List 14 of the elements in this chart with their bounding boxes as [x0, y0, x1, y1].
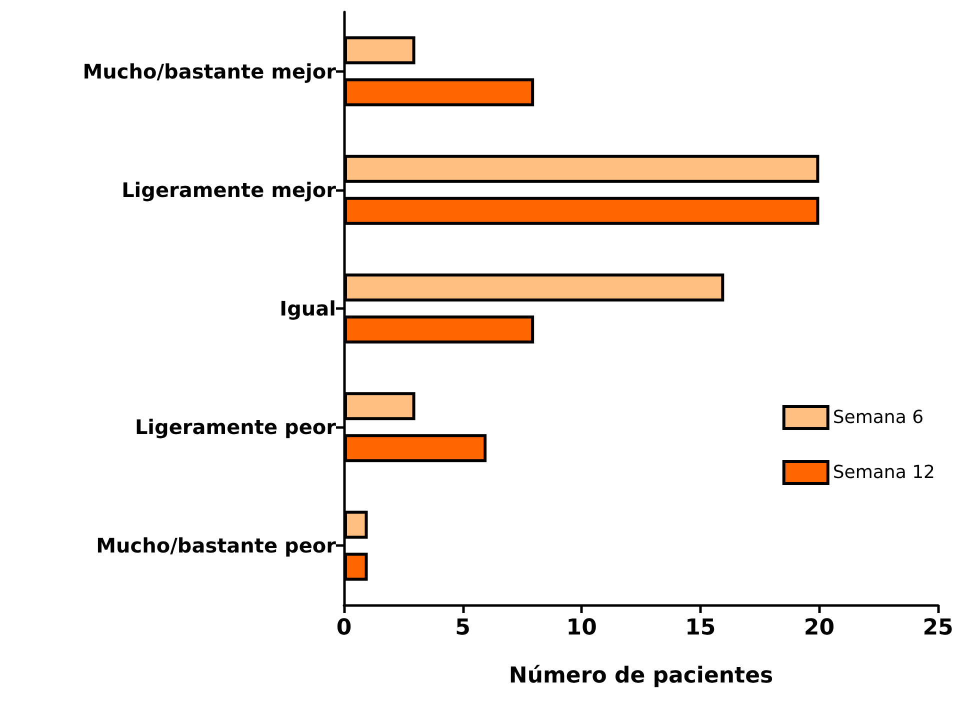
legend-label: Semana 12 [832, 462, 936, 483]
y-tick-label: Mucho/bastante mejor [82, 59, 336, 84]
x-tick-label: 15 [685, 616, 716, 640]
legend-label: Semana 6 [832, 407, 924, 428]
x-axis-title: Número de pacientes [508, 664, 774, 688]
x-tick-label: 0 [336, 616, 352, 640]
x-tick-label: 5 [455, 616, 470, 640]
y-tick-label: Mucho/bastante peor [96, 534, 336, 558]
y-tick-label: Igual [280, 296, 336, 320]
x-tick-label: 20 [804, 616, 835, 640]
y-tick-label: Ligeramente peor [134, 415, 336, 440]
x-tick-label: 25 [922, 616, 954, 640]
x-tick-label: 10 [566, 616, 597, 640]
y-tick-label: Ligeramente mejor [122, 178, 336, 202]
